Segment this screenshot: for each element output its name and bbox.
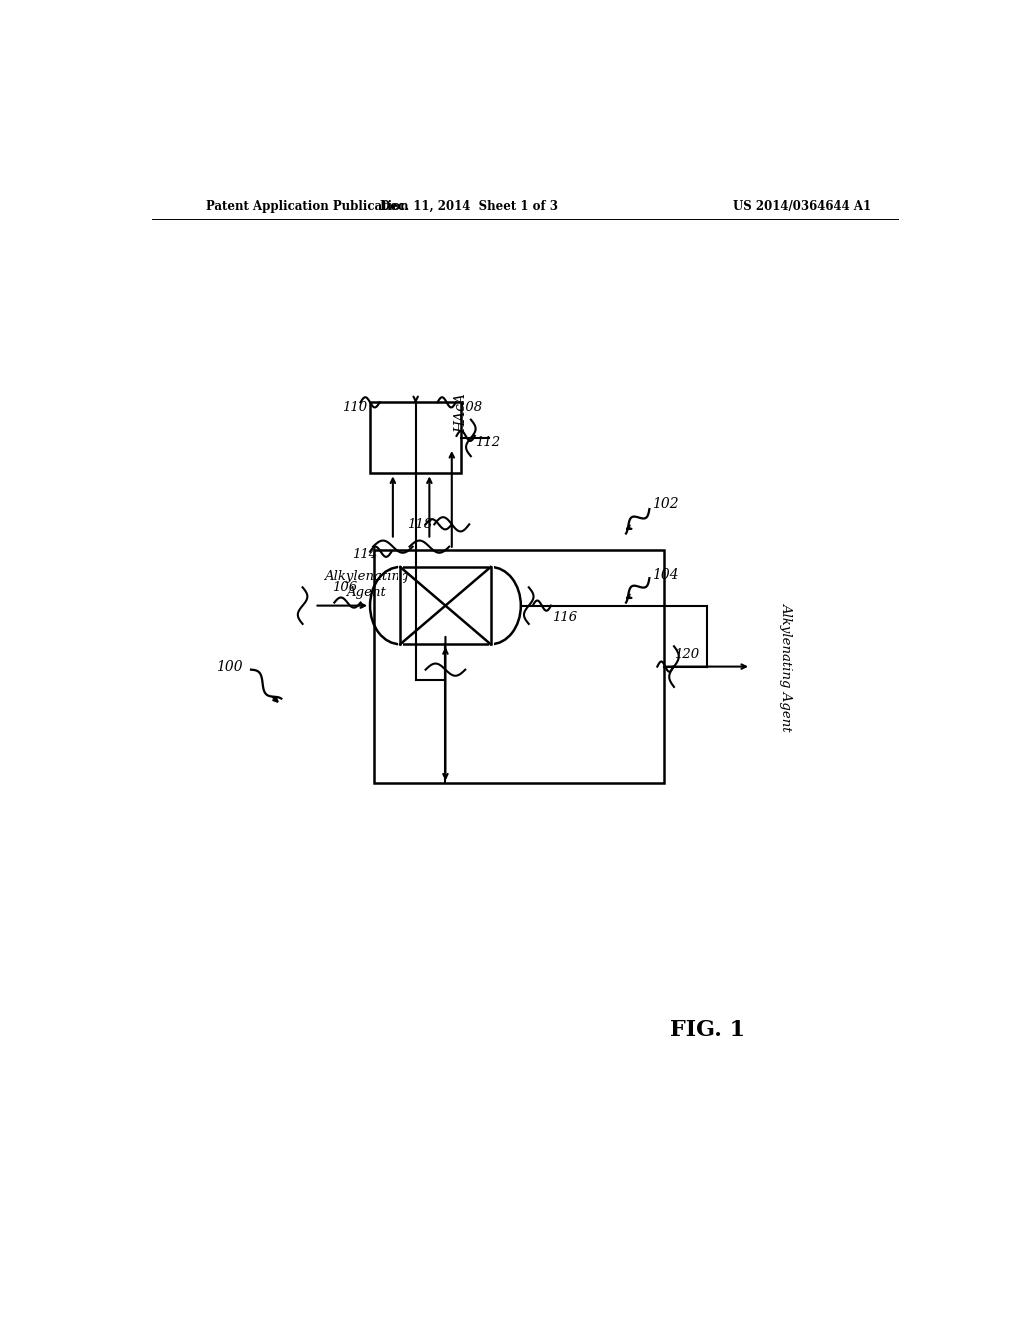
Text: 118: 118 — [408, 517, 432, 531]
Text: Patent Application Publication: Patent Application Publication — [206, 199, 409, 213]
Text: HAcA: HAcA — [455, 393, 468, 433]
Text: 102: 102 — [652, 496, 679, 511]
Text: Dec. 11, 2014  Sheet 1 of 3: Dec. 11, 2014 Sheet 1 of 3 — [380, 199, 558, 213]
Text: 120: 120 — [674, 648, 699, 661]
Bar — [374, 549, 664, 784]
Text: 116: 116 — [553, 611, 578, 624]
Text: 106: 106 — [332, 581, 357, 594]
Text: 104: 104 — [652, 568, 679, 582]
Text: US 2014/0364644 A1: US 2014/0364644 A1 — [733, 199, 871, 213]
Text: 112: 112 — [475, 437, 500, 450]
Text: Alkylenating Agent: Alkylenating Agent — [780, 602, 794, 731]
Bar — [400, 568, 490, 644]
Text: 110: 110 — [342, 401, 368, 414]
Text: FIG. 1: FIG. 1 — [670, 1019, 744, 1041]
Text: 114: 114 — [352, 548, 377, 561]
Text: 108: 108 — [458, 401, 482, 414]
Text: Alkylenating
Agent: Alkylenating Agent — [324, 570, 409, 599]
Bar — [370, 403, 461, 474]
Text: 100: 100 — [216, 660, 243, 673]
